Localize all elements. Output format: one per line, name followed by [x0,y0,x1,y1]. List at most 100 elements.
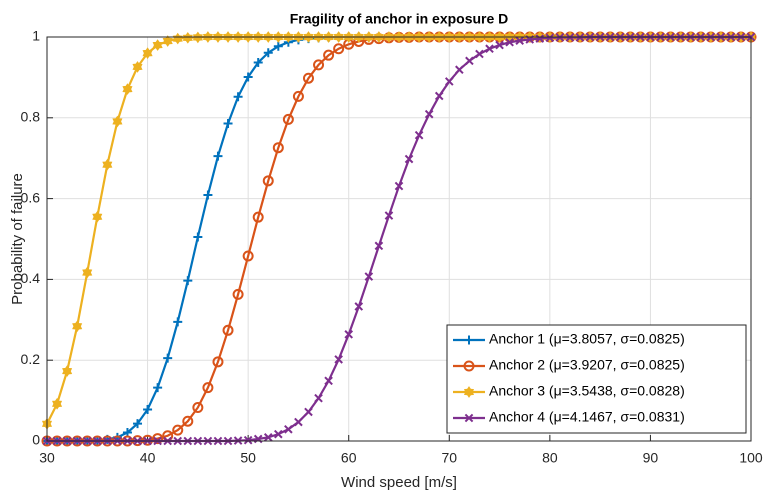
marker [243,72,253,82]
legend-box [446,324,747,434]
marker [323,49,335,61]
marker [62,365,73,377]
marker [414,130,424,140]
marker [222,324,234,336]
marker [133,419,143,429]
marker [294,417,303,427]
marker [364,272,374,281]
marker [193,232,203,242]
marker [52,398,63,410]
marker [252,211,264,223]
marker [202,382,214,394]
marker [515,36,524,45]
marker [263,48,273,58]
legend: Anchor 1 (μ=3.8057, σ=0.0825) Anchor 2 (μ… [446,324,747,434]
marker [112,115,123,128]
marker [424,109,434,119]
marker [455,65,464,75]
marker [333,43,345,55]
marker [284,424,293,434]
marker [384,211,394,220]
marker [172,32,183,45]
marker [334,355,343,364]
y-tick-label: 0.2 [21,351,41,367]
marker [444,77,454,86]
x-tick-label: 80 [542,450,558,466]
legend-label: Anchor 1 (μ=3.8057, σ=0.0825) [489,331,685,347]
y-tick-label: 1 [32,28,40,44]
marker [223,118,233,128]
legend-marker [463,360,475,372]
marker [475,49,484,59]
marker [82,266,93,279]
legend-label: Anchor 3 (μ=3.5438, σ=0.0828) [489,383,685,399]
marker [404,154,414,164]
x-tick-label: 70 [441,450,457,466]
marker [344,330,354,339]
marker [172,424,184,436]
y-tick-label: 0 [32,432,40,448]
marker [173,317,183,327]
x-tick-label: 30 [39,450,55,466]
x-tick-label: 40 [140,450,156,466]
marker [354,302,364,311]
marker [324,376,333,386]
y-tick-label: 0.6 [21,189,41,205]
marker [272,142,284,154]
marker [203,190,213,200]
x-tick-label: 90 [643,450,659,466]
marker [243,435,253,445]
marker [143,404,153,414]
marker [92,210,103,223]
legend-marker [464,335,474,345]
marker [163,353,173,363]
marker [274,429,283,439]
marker [212,356,224,368]
y-tick-label: 0.8 [21,109,41,125]
x-axis-label: Wind speed [m/s] [341,474,457,491]
marker [465,56,474,66]
legend-label: Anchor 2 (μ=3.9207, σ=0.0825) [489,357,685,373]
marker [273,41,283,51]
marker [304,407,313,417]
chart-title: Fragility of anchor in exposure D [290,11,509,27]
marker [302,72,314,84]
marker [545,33,555,43]
marker [495,40,504,50]
marker [162,35,173,47]
marker [213,151,223,161]
marker [142,47,153,59]
marker [152,39,163,51]
marker [282,113,294,125]
marker [132,61,143,73]
x-tick-label: 50 [240,450,256,466]
marker [72,320,83,333]
marker [102,158,113,171]
marker [152,433,164,445]
marker [233,92,243,102]
marker [262,175,274,187]
marker [263,433,273,442]
marker [122,83,133,95]
marker [394,181,404,191]
marker [192,401,204,413]
marker [314,393,323,403]
y-tick-label: 0.4 [21,270,41,286]
marker [313,59,325,71]
legend-label: Anchor 4 (μ=4.1467, σ=0.0831) [489,409,685,425]
marker [153,383,163,393]
legend-marker [464,413,474,423]
marker [232,288,244,300]
axes-box [46,36,752,442]
marker [535,34,545,43]
marker [434,91,444,101]
marker [182,415,194,427]
marker [485,44,494,54]
marker [505,37,514,47]
y-axis-label: Probability of failure [9,173,26,305]
marker [253,57,263,67]
marker [183,276,193,286]
marker [292,90,304,102]
marker [374,241,384,251]
